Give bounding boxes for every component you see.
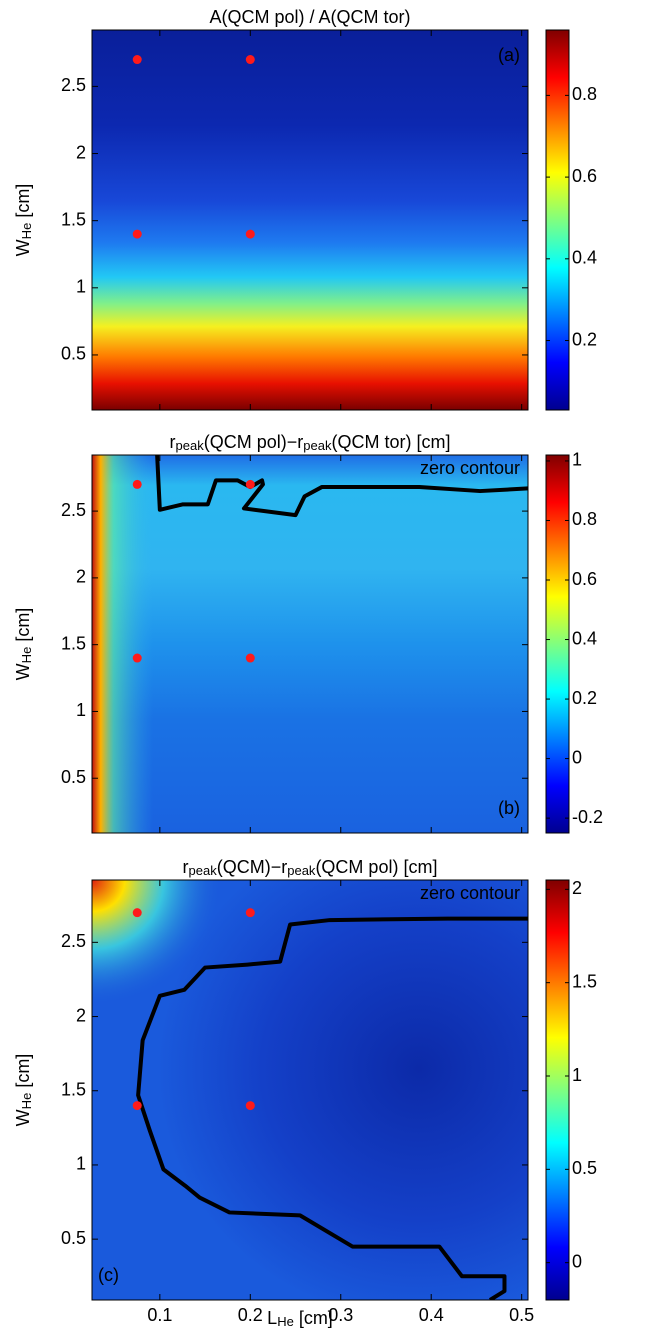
y-axis-label-part: [cm]	[13, 1054, 33, 1093]
y-axis-label-part: He	[19, 647, 34, 664]
colorbar-tick-label: 2	[572, 878, 582, 898]
colorbar-tick-label: 0.4	[572, 628, 597, 648]
colorbar	[545, 879, 570, 1301]
probe-point	[245, 653, 255, 663]
probe-point	[245, 229, 255, 239]
y-tick-label: 2	[76, 142, 86, 162]
y-axis-label-part: [cm]	[13, 184, 33, 223]
y-axis-label-part: [cm]	[13, 608, 33, 647]
colorbar-tick-label: 0	[572, 747, 582, 767]
y-tick-label: 0.5	[61, 767, 86, 787]
chart-title: A(QCM pol) / A(QCM tor)	[209, 7, 410, 27]
contour-field-edge	[92, 455, 528, 833]
x-axis-label: LHe [cm]	[267, 1308, 333, 1328]
chart-title-part: r	[170, 432, 176, 452]
y-tick-label: 1.5	[61, 1079, 86, 1099]
colorbar-tick-label: 0.4	[572, 248, 597, 268]
axes-frame	[91, 879, 529, 1301]
y-axis-label-part: He	[19, 223, 34, 240]
chart-title: rpeak(QCM)−rpeak(QCM pol) [cm]	[183, 857, 438, 879]
colorbar-tick-label: 0.5	[572, 1158, 597, 1178]
x-tick-label: 0.1	[147, 1305, 172, 1325]
y-tick-label: 0.5	[61, 344, 86, 364]
x-axis-label-part: He	[277, 1314, 294, 1328]
y-tick-label: 1.5	[61, 633, 86, 653]
y-tick-label: 2.5	[61, 75, 86, 95]
chart-title-part: r	[183, 857, 189, 877]
chart-title-part: (QCM pol) [cm]	[315, 857, 437, 877]
y-axis-label: WHe [cm]	[13, 184, 35, 257]
chart-title-part: peak	[287, 863, 316, 878]
zero-contour	[155, 455, 528, 518]
colorbar-tick-label: 0.6	[572, 166, 597, 186]
colorbar-tick-label: 0.2	[572, 688, 597, 708]
colorbar-tick-label: 1	[572, 1065, 582, 1085]
colorbar	[545, 29, 570, 411]
x-tick-label: 0.4	[419, 1305, 444, 1325]
chart-title-part: peak	[189, 863, 218, 878]
y-axis-label-part: W	[13, 663, 33, 680]
panel-label: (b)	[498, 798, 520, 818]
colorbar-tick-label: 0.8	[572, 84, 597, 104]
y-tick-label: 2	[76, 1005, 86, 1025]
colorbar-tick-label: 1	[572, 450, 582, 470]
y-tick-label: 1	[76, 700, 86, 720]
probe-point	[245, 479, 255, 489]
panel-label: (a)	[498, 45, 520, 65]
contour-label: zero contour	[420, 458, 520, 478]
probe-point	[132, 1101, 142, 1111]
probe-point	[132, 653, 142, 663]
y-axis-label-part: W	[13, 239, 33, 256]
y-tick-label: 1.5	[61, 209, 86, 229]
chart-title-part: peak	[176, 438, 205, 453]
y-axis-label-part: He	[19, 1093, 34, 1110]
x-axis-label-part: [cm]	[294, 1308, 333, 1328]
y-tick-label: 1	[76, 1154, 86, 1174]
contour-field-edge	[92, 880, 528, 1300]
x-tick-label: 0.2	[238, 1305, 263, 1325]
axes-frame	[91, 454, 529, 834]
chart-title-part: (QCM tor) [cm]	[331, 432, 450, 452]
y-axis-label: WHe [cm]	[13, 608, 35, 681]
contour-label: zero contour	[420, 883, 520, 903]
y-tick-label: 1	[76, 277, 86, 297]
panel-label: (c)	[98, 1265, 119, 1285]
probe-point	[245, 908, 255, 918]
colorbar-tick-label: 0.8	[572, 509, 597, 529]
y-tick-label: 2.5	[61, 500, 86, 520]
colorbar-tick-label: 0	[572, 1251, 582, 1271]
probe-point	[132, 479, 142, 489]
y-tick-label: 2	[76, 567, 86, 587]
probe-point	[132, 55, 142, 65]
y-tick-label: 0.5	[61, 1228, 86, 1248]
x-tick-label: 0.3	[328, 1305, 353, 1325]
contour-field	[92, 30, 528, 410]
probe-point	[245, 1101, 255, 1111]
probe-point	[132, 908, 142, 918]
probe-point	[132, 229, 142, 239]
y-axis-label-part: W	[13, 1109, 33, 1126]
colorbar-tick-label: 0.6	[572, 569, 597, 589]
x-axis-label-part: L	[267, 1308, 277, 1328]
axes-frame	[91, 29, 529, 411]
colorbar-tick-label: 0.2	[572, 329, 597, 349]
chart-title-part: A(QCM pol) / A(QCM tor)	[209, 7, 410, 27]
colorbar-tick-label: -0.2	[572, 807, 603, 827]
colorbar-tick-label: 1.5	[572, 971, 597, 991]
chart-title-part: (QCM)−r	[217, 857, 288, 877]
chart-title: rpeak(QCM pol)−rpeak(QCM tor) [cm]	[170, 432, 451, 454]
colorbar	[545, 454, 570, 834]
probe-point	[245, 55, 255, 65]
y-axis-label: WHe [cm]	[13, 1054, 35, 1127]
y-tick-label: 2.5	[61, 931, 86, 951]
chart-title-part: (QCM pol)−r	[204, 432, 304, 452]
zero-contour	[136, 916, 528, 1300]
x-tick-label: 0.5	[509, 1305, 534, 1325]
chart-title-part: peak	[303, 438, 332, 453]
